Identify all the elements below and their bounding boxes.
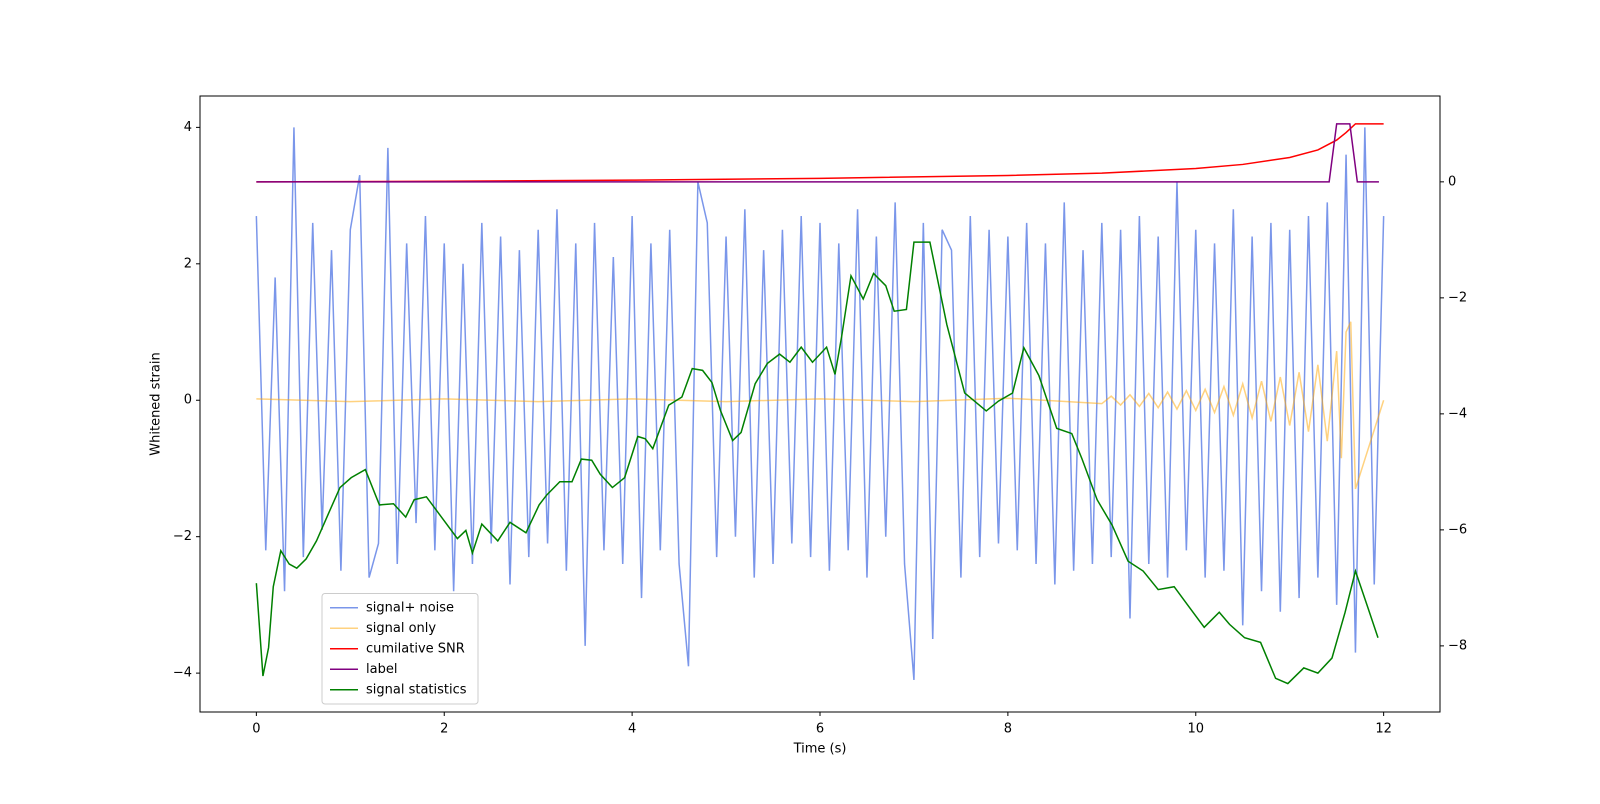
- series-line: [256, 123, 1384, 183]
- x-axis-label: Time (s): [793, 742, 847, 757]
- x-tick-label: 0: [252, 722, 260, 737]
- y-tick-label: −4: [173, 666, 192, 681]
- x-tick-label: 10: [1187, 722, 1204, 737]
- y-tick-label: −2: [173, 529, 192, 544]
- y2-tick-label: −6: [1448, 522, 1467, 537]
- y2-tick-label: 0: [1448, 174, 1456, 189]
- legend-label: signal statistics: [366, 682, 467, 697]
- series-line: [256, 321, 1385, 490]
- series-line: [255, 127, 1385, 681]
- x-tick-label: 2: [440, 722, 448, 737]
- legend-label: signal only: [366, 621, 436, 636]
- y-tick-label: 2: [184, 256, 192, 271]
- y2-tick-label: −4: [1448, 406, 1467, 421]
- y2-tick-label: −2: [1448, 290, 1467, 305]
- series-line: [255, 241, 1379, 685]
- x-tick-label: 12: [1375, 722, 1392, 737]
- series-line: [256, 123, 1379, 183]
- x-tick-label: 8: [1004, 722, 1012, 737]
- legend-label: signal+ noise: [366, 600, 454, 615]
- y2-tick-label: −8: [1448, 638, 1467, 653]
- y-axis-label: Whitened strain: [149, 352, 164, 455]
- x-tick-label: 6: [816, 722, 824, 737]
- y-tick-label: 4: [184, 120, 192, 135]
- y-tick-label: 0: [184, 393, 192, 408]
- legend-frame: [321, 593, 479, 705]
- legend-label: label: [366, 662, 397, 677]
- plot-frame: [199, 95, 1441, 713]
- x-tick-label: 4: [628, 722, 636, 737]
- legend-label: cumilative SNR: [366, 641, 465, 656]
